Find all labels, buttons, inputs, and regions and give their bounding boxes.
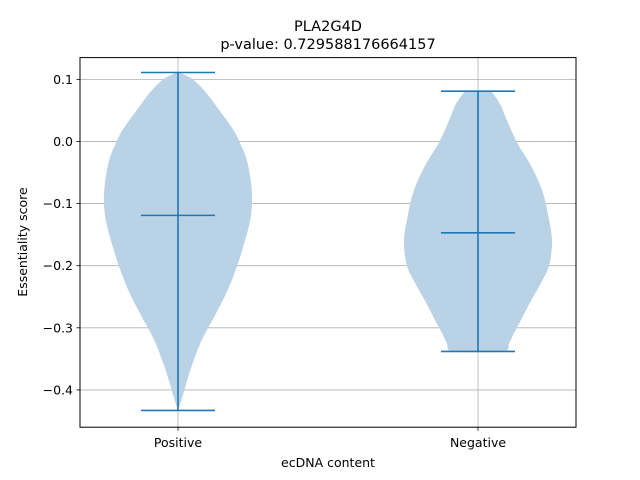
plot-frame [79, 57, 577, 428]
chart-title: PLA2G4D [294, 19, 362, 35]
y-tick-label: −0.2 [43, 258, 73, 273]
y-axis-label: Essentiality score [15, 187, 30, 297]
y-tick-label: −0.1 [43, 196, 73, 211]
y-tick-label: 0.1 [53, 72, 73, 87]
x-tick-label: Positive [154, 435, 202, 450]
violins [103, 71, 553, 412]
ticks: 0.1 0.0 −0.1 −0.2 −0.3 −0.4 Positive Negative [43, 72, 507, 450]
x-axis-label: ecDNA content [281, 455, 375, 470]
chart-subtitle: p-value: 0.729588176664157 [220, 37, 435, 53]
y-tick-label: −0.3 [43, 320, 73, 335]
y-tick-label: −0.4 [43, 382, 73, 397]
x-tick-label: Negative [450, 435, 506, 450]
y-tick-label: 0.0 [53, 134, 73, 149]
